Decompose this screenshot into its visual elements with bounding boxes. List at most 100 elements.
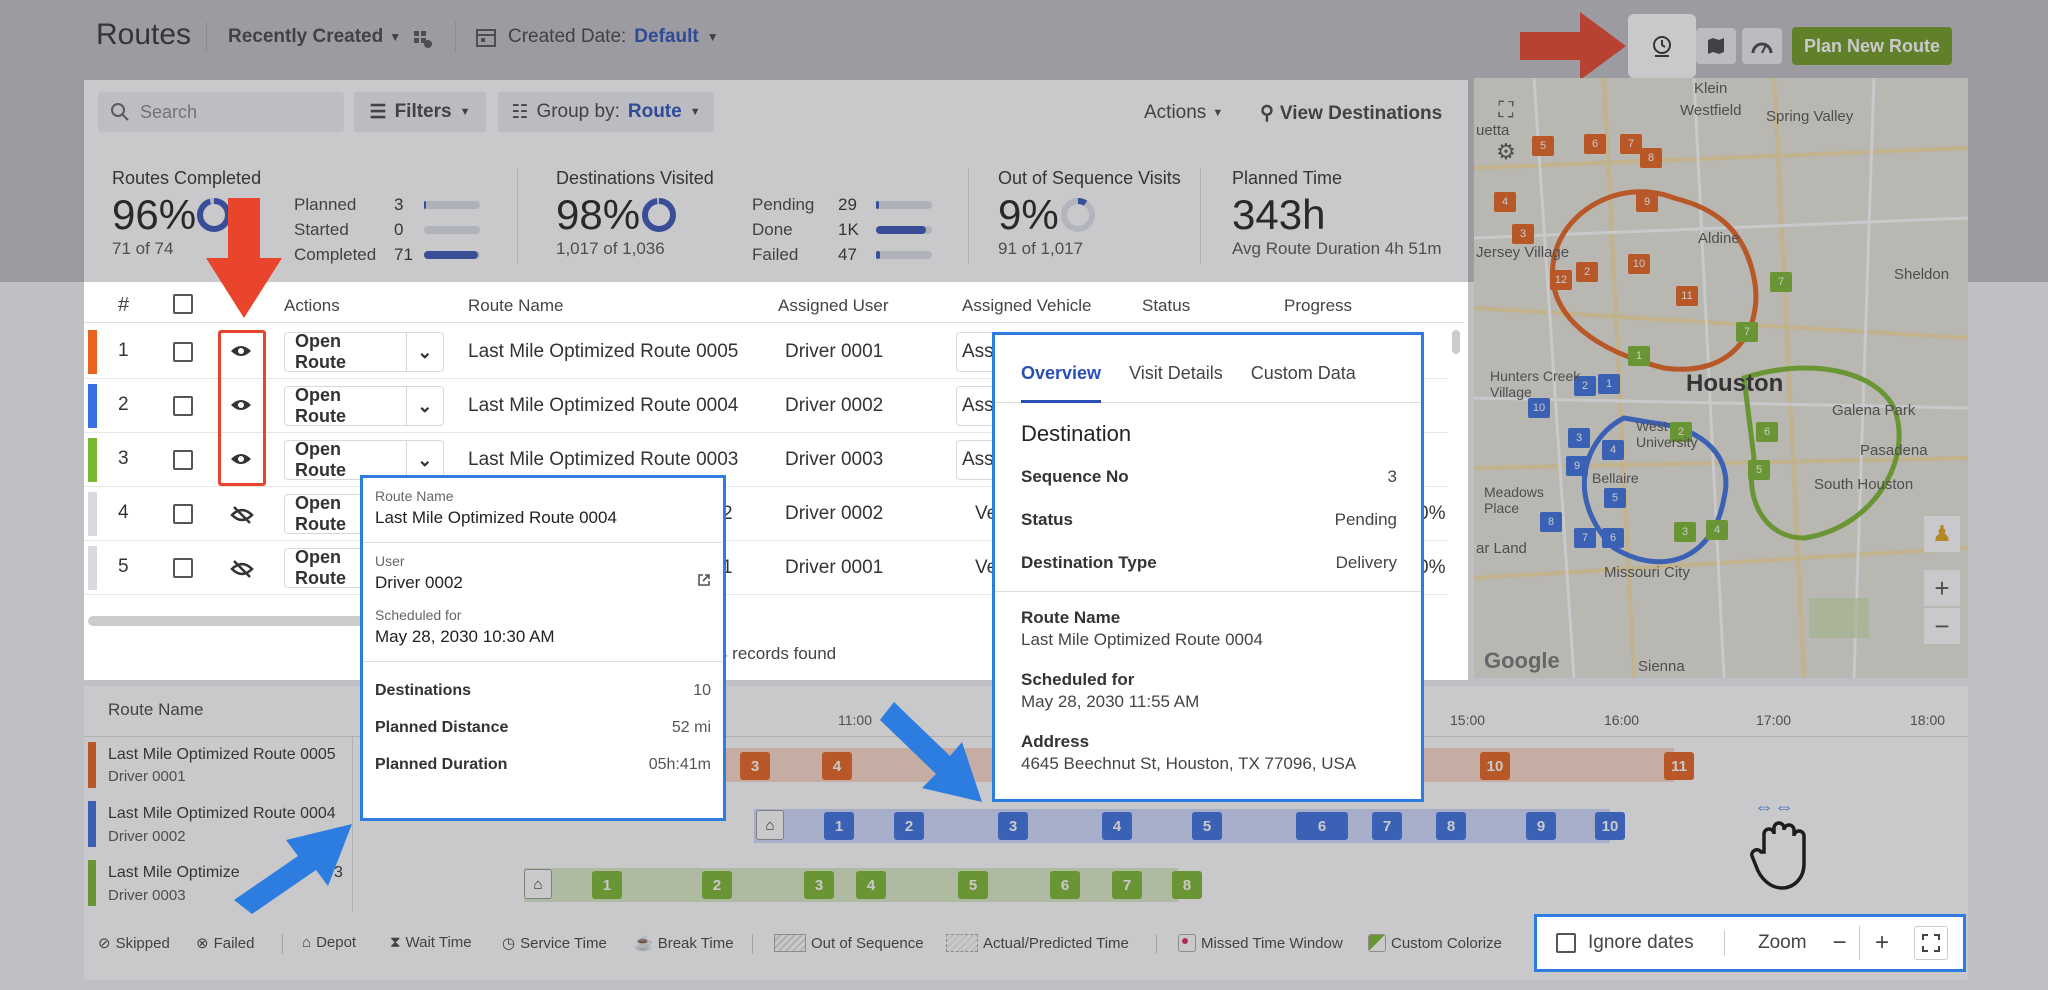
map-marker[interactable]: 5 [1604,488,1626,508]
zoom-out-map-button[interactable]: − [1924,608,1960,644]
eye-off-icon[interactable] [230,559,254,579]
timeline-stop[interactable]: 1 [592,871,622,899]
map-marker[interactable]: 10 [1628,254,1650,274]
map-marker[interactable]: 1 [1628,346,1650,366]
map-marker[interactable]: 8 [1540,512,1562,532]
row-checkbox[interactable] [173,342,193,362]
fullscreen-map-button[interactable]: ⛶ [1488,92,1524,128]
zoom-in-button[interactable]: + [1874,929,1889,956]
map-marker[interactable]: 3 [1568,428,1590,448]
map-view[interactable]: 5 6 7 8 4 3 9 10 11 2 12 2 1 10 3 4 9 5 8 7 6 1 7 7 2 6 5 3 4 Klein … [1474,78,1968,678]
map-marker[interactable]: 10 [1528,398,1550,418]
map-marker[interactable]: 12 [1550,270,1572,290]
map-marker[interactable]: 5 [1532,136,1554,156]
row-checkbox[interactable] [173,396,193,416]
search-input[interactable]: Search [98,92,344,132]
map-marker[interactable]: 3 [1674,522,1696,542]
timeline-stop[interactable]: 8 [1172,871,1202,899]
vehicle-select[interactable] [956,440,996,480]
group-by-button[interactable]: ☷ Group by: Route ▼ [498,92,714,132]
timeline-stop[interactable]: 2 [894,812,924,840]
open-route-button[interactable]: Open Route ⌄ [284,331,444,372]
timeline-stop[interactable]: 3 [740,752,770,780]
row-checkbox[interactable] [173,450,193,470]
map-marker[interactable]: 8 [1640,148,1662,168]
fullscreen-button[interactable] [1914,926,1948,960]
horizontal-scrollbar[interactable] [88,616,368,626]
map-marker[interactable]: 11 [1676,286,1698,306]
chevron-down-icon[interactable]: ⌄ [405,441,443,479]
map-marker[interactable]: 7 [1620,134,1642,154]
timeline-stop[interactable]: 9 [1526,812,1556,840]
tab-custom-data[interactable]: Custom Data [1250,363,1356,383]
timeline-stop[interactable]: 11 [1664,752,1694,780]
row-checkbox[interactable] [173,504,193,524]
eye-icon[interactable] [230,451,252,467]
actions-dropdown[interactable]: Actions ▼ [1144,102,1223,124]
map-marker[interactable]: 7 [1736,322,1758,342]
tab-overview[interactable]: Overview [1021,363,1102,403]
table-scrollbar[interactable] [1452,330,1460,354]
row-checkbox[interactable] [173,558,193,578]
map-marker[interactable]: 1 [1598,374,1620,394]
timeline-stop[interactable]: 1 [824,812,854,840]
zoom-out-button[interactable]: − [1820,926,1860,960]
map-marker[interactable]: 6 [1602,528,1624,548]
chevron-down-icon[interactable]: ⌄ [405,387,443,425]
date-filter[interactable]: Created Date: Default ▼ [476,26,719,48]
eye-icon[interactable] [230,397,252,413]
street-view-button[interactable]: ♟ [1924,516,1960,552]
map-marker[interactable]: 7 [1574,528,1596,548]
timeline-stop[interactable]: 3 [998,812,1028,840]
timeline-stop[interactable]: 4 [1102,812,1132,840]
timeline-stop[interactable]: 4 [856,871,886,899]
resize-handle-icon[interactable]: ⇔⇔ [1754,796,1794,818]
map-marker[interactable]: 4 [1602,440,1624,460]
plan-new-route-button[interactable]: Plan New Route [1792,27,1952,65]
timeline-stop[interactable]: 5 [958,871,988,899]
timeline-stop[interactable]: 8 [1436,812,1466,840]
map-marker[interactable]: 2 [1670,422,1692,442]
map-marker[interactable]: 2 [1576,262,1598,282]
eye-off-icon[interactable] [230,505,254,525]
chevron-down-icon[interactable]: ⌄ [405,333,443,371]
map-marker[interactable]: 9 [1636,192,1658,212]
external-link-icon[interactable] [697,573,711,587]
map-marker[interactable]: 4 [1494,192,1516,212]
map-marker[interactable]: 7 [1770,272,1792,292]
map-marker[interactable]: 6 [1584,134,1606,154]
timeline-stop[interactable]: 10 [1480,752,1510,780]
sort-dropdown[interactable]: Recently Created ▼ [228,26,401,48]
timeline-stop[interactable]: 4 [822,752,852,780]
timeline-stop[interactable]: 7 [1372,812,1402,840]
vehicle-select[interactable] [956,332,996,372]
map-marker[interactable]: 6 [1756,422,1778,442]
map-marker[interactable]: 2 [1574,376,1596,396]
history-button[interactable] [1628,14,1696,78]
timeline-stop[interactable]: 6 [1050,871,1080,899]
eye-icon[interactable] [230,343,252,359]
map-marker[interactable]: 3 [1512,224,1534,244]
view-destinations-button[interactable]: ⚲ View Destinations [1260,102,1442,125]
zoom-in-map-button[interactable]: + [1924,570,1960,606]
column-settings-icon[interactable] [412,28,434,50]
vehicle-select[interactable] [956,386,996,426]
select-all-checkbox[interactable] [173,294,193,314]
dashboard-button[interactable] [1742,28,1782,64]
map-marker[interactable]: 5 [1748,460,1770,480]
ignore-dates-checkbox[interactable] [1556,933,1576,953]
timeline-stop[interactable]: 7 [1112,871,1142,899]
map-view-button[interactable] [1696,28,1736,64]
tab-visit-details[interactable]: Visit Details [1129,363,1223,383]
timeline-stop[interactable]: 5 [1192,812,1222,840]
timeline-stop[interactable]: 10 [1595,812,1625,840]
map-settings-button[interactable]: ⚙ [1488,134,1524,170]
map-marker[interactable]: 9 [1566,456,1588,476]
open-route-button[interactable]: Open Route ⌄ [284,439,444,480]
filters-button[interactable]: ☰ Filters ▼ [354,92,486,132]
timeline-stop[interactable]: 2 [702,871,732,899]
timeline-stop[interactable]: 3 [804,871,834,899]
map-marker[interactable]: 4 [1706,520,1728,540]
timeline-stop[interactable]: 6 [1296,812,1348,840]
open-route-button[interactable]: Open Route ⌄ [284,385,444,426]
